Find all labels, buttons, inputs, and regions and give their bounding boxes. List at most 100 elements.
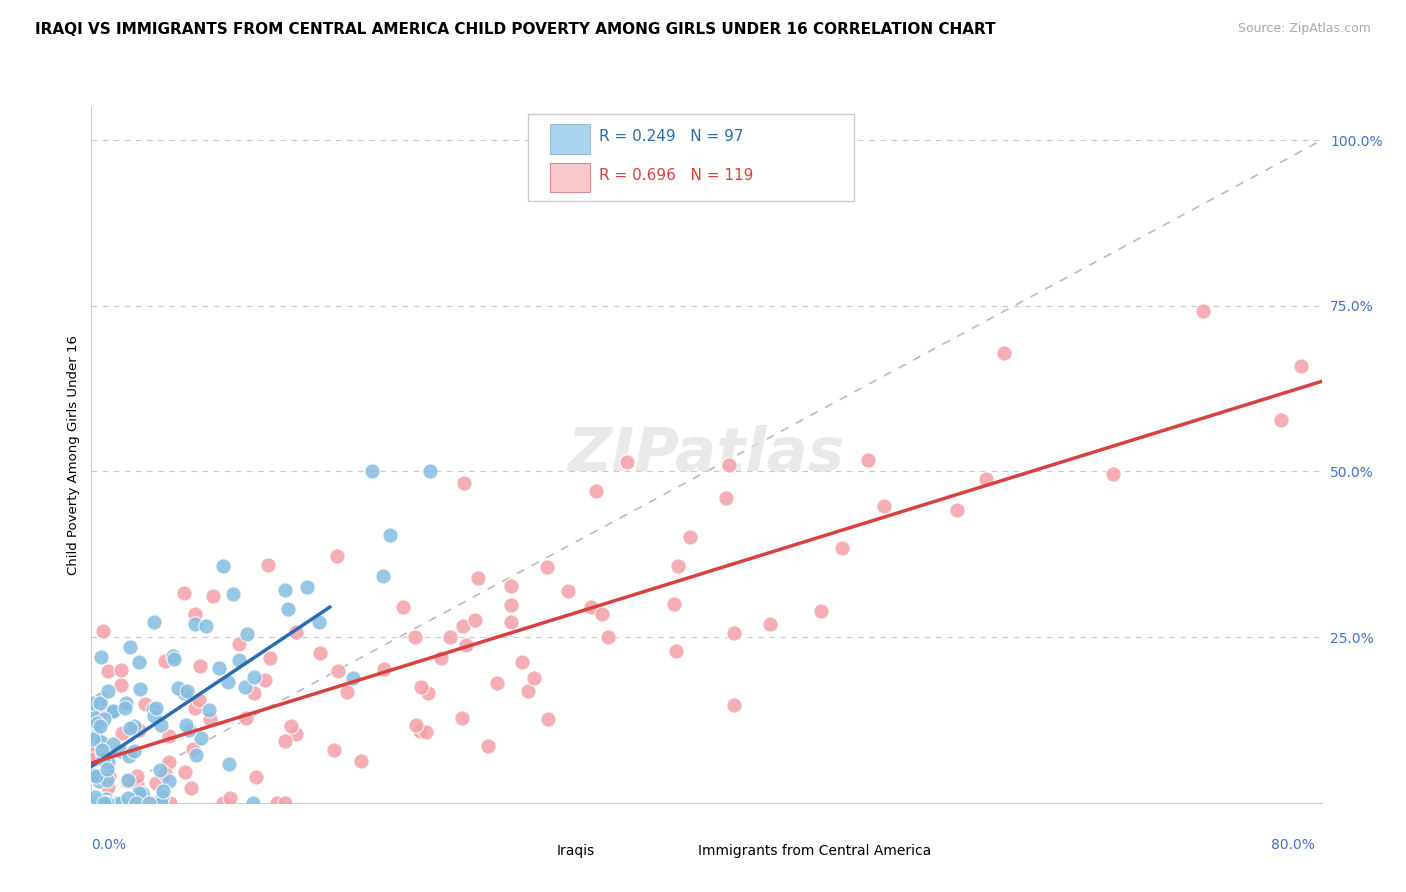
- Point: [184, 607, 207, 622]
- Point: [723, 626, 745, 640]
- Point: [430, 650, 453, 665]
- Point: [122, 744, 145, 758]
- Point: [91, 746, 114, 760]
- Point: [89, 706, 111, 721]
- Point: [91, 624, 114, 639]
- Point: [118, 749, 141, 764]
- Point: [89, 696, 111, 710]
- Point: [153, 654, 176, 668]
- Point: [499, 579, 522, 593]
- Point: [176, 684, 198, 698]
- Point: [94, 792, 117, 806]
- Point: [84, 789, 107, 804]
- Point: [125, 796, 148, 810]
- Point: [517, 684, 540, 698]
- Point: [125, 776, 148, 790]
- FancyBboxPatch shape: [529, 114, 853, 201]
- Point: [723, 698, 745, 712]
- Point: [679, 530, 702, 544]
- Point: [98, 796, 121, 810]
- Point: [218, 757, 240, 772]
- Point: [163, 652, 186, 666]
- Point: [94, 796, 117, 810]
- Point: [277, 602, 299, 616]
- Point: [90, 734, 112, 748]
- Point: [208, 661, 231, 675]
- Text: 80.0%: 80.0%: [1271, 838, 1315, 852]
- Text: 0.0%: 0.0%: [91, 838, 127, 852]
- Point: [391, 600, 413, 615]
- Point: [90, 692, 112, 706]
- Text: Iraqis: Iraqis: [557, 844, 595, 858]
- Point: [254, 673, 277, 688]
- Y-axis label: Child Poverty Among Girls Under 16: Child Poverty Among Girls Under 16: [67, 335, 80, 574]
- Point: [87, 773, 110, 788]
- Point: [108, 796, 131, 810]
- Point: [361, 465, 384, 479]
- Text: ZIPatlas: ZIPatlas: [568, 425, 845, 484]
- Point: [104, 796, 127, 810]
- Point: [716, 491, 738, 505]
- Point: [183, 701, 205, 715]
- Point: [284, 624, 307, 639]
- Point: [598, 630, 620, 644]
- Point: [228, 637, 250, 651]
- Point: [1270, 413, 1292, 427]
- Point: [1191, 304, 1213, 318]
- Point: [404, 630, 426, 644]
- Point: [342, 671, 364, 685]
- Point: [167, 681, 190, 695]
- Point: [96, 796, 118, 810]
- Point: [537, 712, 560, 726]
- Point: [222, 586, 245, 600]
- Point: [82, 745, 104, 759]
- Point: [371, 569, 394, 583]
- Point: [190, 731, 212, 746]
- Point: [510, 655, 533, 669]
- Point: [453, 618, 475, 632]
- Point: [82, 796, 104, 810]
- Point: [82, 796, 104, 810]
- Point: [591, 607, 613, 621]
- Point: [557, 584, 579, 599]
- Point: [501, 615, 523, 629]
- Point: [115, 773, 138, 788]
- Point: [142, 615, 165, 629]
- Point: [976, 472, 998, 486]
- Point: [664, 597, 686, 611]
- Point: [759, 616, 782, 631]
- Point: [128, 785, 150, 799]
- Point: [456, 638, 478, 652]
- Point: [142, 702, 165, 716]
- Point: [138, 796, 160, 810]
- Point: [409, 680, 432, 694]
- Point: [96, 772, 118, 787]
- Point: [157, 755, 180, 769]
- Point: [259, 651, 281, 665]
- Point: [84, 729, 107, 743]
- Text: Immigrants from Central America: Immigrants from Central America: [697, 844, 931, 858]
- Text: R = 0.249   N = 97: R = 0.249 N = 97: [599, 129, 744, 145]
- Point: [173, 586, 195, 600]
- FancyBboxPatch shape: [508, 838, 547, 863]
- Point: [82, 697, 104, 711]
- Point: [280, 719, 302, 733]
- Point: [415, 724, 437, 739]
- Point: [131, 786, 153, 800]
- Point: [157, 729, 180, 743]
- Point: [350, 754, 373, 768]
- Point: [89, 719, 111, 733]
- Text: R = 0.696   N = 119: R = 0.696 N = 119: [599, 168, 754, 183]
- Point: [150, 789, 173, 804]
- Point: [110, 663, 132, 677]
- Point: [284, 727, 307, 741]
- Point: [187, 693, 209, 707]
- Point: [195, 619, 218, 633]
- Point: [536, 559, 558, 574]
- Point: [82, 768, 104, 782]
- Point: [93, 796, 115, 810]
- Point: [157, 774, 180, 789]
- Point: [464, 614, 486, 628]
- Point: [162, 648, 184, 663]
- Point: [218, 791, 240, 805]
